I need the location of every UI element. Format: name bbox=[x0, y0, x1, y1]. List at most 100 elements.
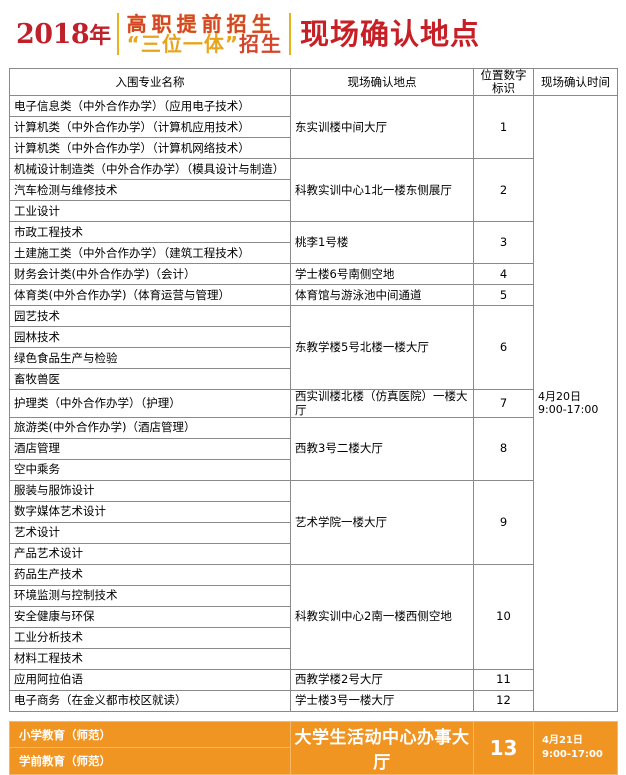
major-name-cell: 计算机类（中外合作办学）（计算机应用技术） bbox=[9, 116, 291, 139]
table-row: 园艺技术 东教学楼5号北楼一楼大厅 6 bbox=[9, 305, 618, 391]
position-number-cell: 11 bbox=[473, 668, 534, 691]
major-name-cell: 酒店管理 bbox=[9, 437, 291, 460]
major-name-cell: 园艺技术 bbox=[9, 305, 291, 328]
table-row: 计算机类（中外合作办学）（计算机网络技术） bbox=[9, 137, 618, 160]
table-header: 入围专业名称 现场确认地点 位置数字标识 现场确认时间 bbox=[9, 67, 618, 97]
major-name-cell: 园林技术 bbox=[9, 326, 291, 349]
header-number: 位置数字标识 bbox=[473, 67, 534, 97]
table-row: 电子信息类（中外合作办学）（应用电子技术） 东实训楼中间大厅 1 4月20日 9:00-… bbox=[9, 95, 618, 712]
place-cell: 桃李1号楼 bbox=[290, 221, 474, 265]
major-name-cell: 空中乘务 bbox=[9, 458, 291, 481]
highlight-time-hours: 9:00-17:00 bbox=[542, 748, 603, 760]
banner-subtitle-tail: 招生 bbox=[238, 32, 283, 56]
banner-subtitle-block: 高职提前招生 “三位一体”招生 bbox=[116, 12, 291, 56]
page-title: 现场确认地点 bbox=[299, 16, 480, 51]
highlight-major-name-cell: 学前教育（师范） bbox=[9, 747, 291, 775]
major-name-cell: 服装与服饰设计 bbox=[9, 479, 291, 502]
major-name-cell: 环境监测与控制技术 bbox=[9, 584, 291, 607]
major-name-cell: 护理类（中外合作办学）（护理） bbox=[9, 389, 291, 418]
position-number-cell: 1 bbox=[473, 95, 534, 160]
major-name-cell: 工业分析技术 bbox=[9, 626, 291, 649]
table-row: 酒店管理 bbox=[9, 437, 618, 460]
position-number-cell: 10 bbox=[473, 563, 534, 670]
table-row: 土建施工类（中外合作办学）（建筑工程技术） bbox=[9, 242, 618, 265]
place-cell: 艺术学院一楼大厅 bbox=[290, 479, 474, 565]
position-number-cell: 6 bbox=[473, 305, 534, 391]
major-name-cell: 绿色食品生产与检验 bbox=[9, 347, 291, 370]
major-name-cell: 艺术设计 bbox=[9, 521, 291, 544]
position-number-cell: 12 bbox=[473, 689, 534, 712]
major-name-cell: 计算机类（中外合作办学）（计算机网络技术） bbox=[9, 137, 291, 160]
confirmation-time-hours: 9:00-17:00 bbox=[538, 402, 599, 416]
table-row: 计算机类（中外合作办学）（计算机应用技术） bbox=[9, 116, 618, 139]
major-name-cell: 材料工程技术 bbox=[9, 647, 291, 670]
header-major: 入围专业名称 bbox=[9, 67, 291, 97]
major-name-cell: 市政工程技术 bbox=[9, 221, 291, 244]
place-cell: 东教学楼5号北楼一楼大厅 bbox=[290, 305, 474, 391]
table-row: 体育类(中外合作办学)（体育运营与管理） 体育馆与游泳池中间通道 5 bbox=[9, 284, 618, 307]
confirmation-time-date: 4月20日 bbox=[538, 390, 581, 404]
place-cell: 西实训楼北楼（仿真医院）一楼大厅 bbox=[290, 389, 474, 418]
position-number-cell: 3 bbox=[473, 221, 534, 265]
major-name-cell: 数字媒体艺术设计 bbox=[9, 500, 291, 523]
table-row: 绿色食品生产与检验 bbox=[9, 347, 618, 370]
major-name-cell: 财务会计类(中外合作办学)（会计） bbox=[9, 263, 291, 286]
table-header-row: 入围专业名称 现场确认地点 位置数字标识 现场确认时间 bbox=[9, 67, 618, 97]
highlight-position-number-cell: 13 bbox=[473, 720, 534, 775]
table-row: 产品艺术设计 bbox=[9, 542, 618, 565]
confirmation-table-wrap: 入围专业名称 现场确认地点 位置数字标识 现场确认时间 电子信息类（中外合作办学… bbox=[0, 67, 626, 712]
header-time: 现场确认时间 bbox=[533, 67, 618, 97]
highlight-table: 小学教育（师范） 大学生活动中心办事大厅 13 4月21日 9:00-17:00 学前教育… bbox=[9, 720, 618, 775]
banner-year-suffix: 年 bbox=[89, 22, 111, 49]
table-row: 机械设计制造类（中外合作办学）（模具设计与制造） 科教实训中心1北一楼东侧展厅 2 bbox=[9, 158, 618, 223]
major-name-cell: 电子商务（在金义都市校区就读） bbox=[9, 689, 291, 712]
position-number-cell: 2 bbox=[473, 158, 534, 223]
banner-subtitle-quote: “三位一体” bbox=[126, 32, 239, 56]
major-name-cell: 汽车检测与维修技术 bbox=[9, 179, 291, 202]
major-name-cell: 体育类(中外合作办学)（体育运营与管理） bbox=[9, 284, 291, 307]
place-cell: 东实训楼中间大厅 bbox=[290, 95, 474, 160]
position-number-cell: 5 bbox=[473, 284, 534, 307]
place-cell: 科教实训中心1北一楼东侧展厅 bbox=[290, 158, 474, 223]
place-cell: 体育馆与游泳池中间通道 bbox=[290, 284, 474, 307]
table-row: 数字媒体艺术设计 bbox=[9, 500, 618, 523]
highlight-row: 小学教育（师范） 大学生活动中心办事大厅 13 4月21日 9:00-17:00 bbox=[9, 720, 618, 775]
banner-subtitle-line2: “三位一体”招生 bbox=[127, 34, 283, 54]
highlight-time-date: 4月21日 bbox=[542, 735, 583, 747]
position-number-cell: 9 bbox=[473, 479, 534, 565]
table-row: 应用阿拉伯语 西教学楼2号大厅 11 bbox=[9, 668, 618, 691]
banner-year: 2018年 bbox=[16, 21, 117, 48]
major-name-cell: 工业设计 bbox=[9, 200, 291, 223]
table-row: 药品生产技术 科教实训中心2南一楼西侧空地 10 bbox=[9, 563, 618, 670]
place-cell: 西教学楼2号大厅 bbox=[290, 668, 474, 691]
major-name-cell: 机械设计制造类（中外合作办学）（模具设计与制造） bbox=[9, 158, 291, 181]
place-cell: 学士楼3号一楼大厅 bbox=[290, 689, 474, 712]
position-number-cell: 8 bbox=[473, 416, 534, 481]
major-name-cell: 旅游类(中外合作办学)（酒店管理） bbox=[9, 416, 291, 439]
major-name-cell: 电子信息类（中外合作办学）（应用电子技术） bbox=[9, 95, 291, 118]
highlight-place-cell: 大学生活动中心办事大厅 bbox=[290, 720, 474, 775]
confirmation-time-cell: 4月20日 9:00-17:00 bbox=[533, 95, 618, 712]
highlight-table-body: 小学教育（师范） 大学生活动中心办事大厅 13 4月21日 9:00-17:00 学前教育… bbox=[9, 720, 618, 775]
header-place: 现场确认地点 bbox=[290, 67, 474, 97]
table-body: 电子信息类（中外合作办学）（应用电子技术） 东实训楼中间大厅 1 4月20日 9:00-… bbox=[9, 95, 618, 712]
major-name-cell: 畜牧兽医 bbox=[9, 368, 291, 391]
major-name-cell: 产品艺术设计 bbox=[9, 542, 291, 565]
highlight-block-wrap: 小学教育（师范） 大学生活动中心办事大厅 13 4月21日 9:00-17:00 学前教育… bbox=[0, 720, 626, 775]
table-row: 园林技术 bbox=[9, 326, 618, 349]
banner-year-number: 2018 bbox=[16, 18, 90, 50]
highlight-time-cell: 4月21日 9:00-17:00 bbox=[533, 720, 618, 775]
table-row: 市政工程技术 桃李1号楼 3 bbox=[9, 221, 618, 265]
position-number-cell: 7 bbox=[473, 389, 534, 418]
place-cell: 西教3号二楼大厅 bbox=[290, 416, 474, 481]
major-name-cell: 应用阿拉伯语 bbox=[9, 668, 291, 691]
highlight-major-name-cell: 小学教育（师范） bbox=[9, 720, 291, 749]
table-row: 财务会计类(中外合作办学)（会计） 学士楼6号南侧空地 4 bbox=[9, 263, 618, 286]
major-name-cell: 药品生产技术 bbox=[9, 563, 291, 586]
table-row: 护理类（中外合作办学）（护理） 西实训楼北楼（仿真医院）一楼大厅 7 bbox=[9, 389, 618, 418]
major-name-cell: 安全健康与环保 bbox=[9, 605, 291, 628]
position-number-cell: 4 bbox=[473, 263, 534, 286]
major-name-cell: 土建施工类（中外合作办学）（建筑工程技术） bbox=[9, 242, 291, 265]
table-row: 服装与服饰设计 艺术学院一楼大厅 9 bbox=[9, 479, 618, 565]
confirmation-table: 入围专业名称 现场确认地点 位置数字标识 现场确认时间 电子信息类（中外合作办学… bbox=[9, 67, 618, 712]
